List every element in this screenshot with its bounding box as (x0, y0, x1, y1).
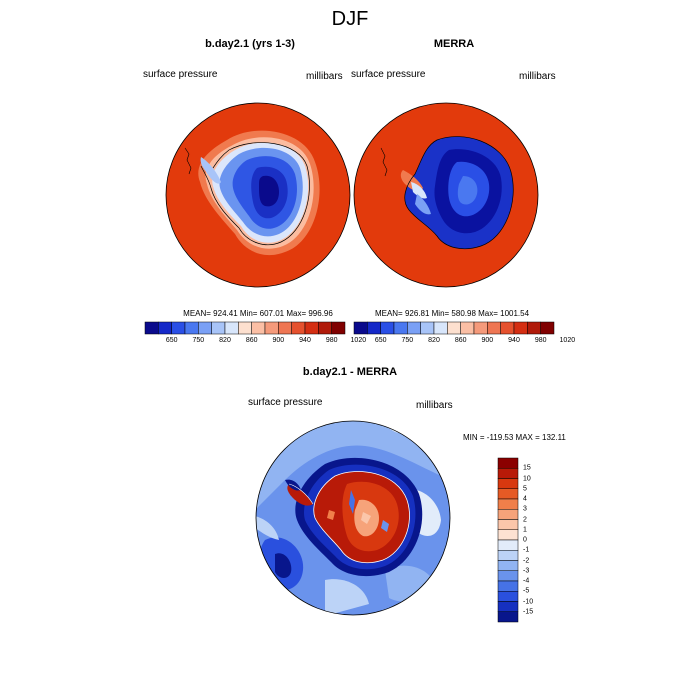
panel1-colorbar-tick-label: 650 (165, 337, 178, 344)
panel1-title: b.day2.1 (yrs 1-3) (205, 38, 295, 50)
panel2-colorbar-tick-label: 820 (428, 337, 440, 344)
panel2-colorbar-box (460, 321, 475, 335)
diff-map (255, 420, 451, 616)
panel1-colorbar-tick-label: 820 (219, 337, 231, 344)
diff-colorbar-box (497, 601, 519, 612)
panel2-colorbar-tick-label: 900 (481, 337, 494, 344)
diff-colorbar-box (497, 457, 519, 469)
panel2-title: MERRA (433, 38, 475, 50)
diff-variable-label: surface pressure (248, 397, 323, 408)
diff-colorbar-tick-label: 15 (523, 464, 531, 472)
diff-panel-title: b.day2.1 - MERRA (302, 366, 398, 378)
panel1-colorbar (144, 321, 346, 335)
panel1-colorbar-tick-label: 900 (272, 337, 285, 344)
diff-colorbar-tick-label: 4 (523, 495, 527, 503)
diff-colorbar-box (497, 570, 519, 582)
panel2-colorbar-box (513, 321, 528, 335)
panel1-colorbar-box (318, 321, 332, 335)
panel2-colorbar-box (540, 321, 555, 335)
panel1-colorbar-tick-label: 1020 (350, 337, 367, 344)
panel1-colorbar-box (251, 321, 266, 335)
diff-colorbar-tick-label: 5 (523, 485, 527, 493)
panel1-map (165, 102, 351, 288)
diff-colorbar-box (497, 550, 519, 561)
panel2-colorbar-tick-label: 650 (374, 337, 387, 344)
diff-colorbar-box (497, 539, 519, 551)
diff-colorbar-tick-label: -5 (523, 587, 530, 595)
panel1-colorbar-labels: 650 750 820 860 900 940 980 1020 (145, 337, 366, 347)
diff-units-label: millibars (416, 400, 453, 411)
diff-colorbar-box (497, 509, 519, 520)
diff-min-max: MIN = -119.53 MAX = 132.11 (463, 433, 566, 442)
panel2-variable-label: surface pressure (351, 69, 426, 80)
diff-colorbar-tick-label: -3 (523, 567, 530, 575)
panel2-colorbar-box (420, 321, 435, 335)
diff-colorbar-box (497, 498, 519, 510)
panel1-variable-label: surface pressure (143, 69, 218, 80)
panel2-colorbar-labels: 650 750 820 860 900 940 980 1020 (354, 337, 575, 347)
panel2-colorbar-box (527, 321, 541, 335)
diff-colorbar-tick-label: -10 (523, 598, 534, 605)
diff-colorbar-tick-label: 2 (523, 516, 527, 523)
panel1-colorbar-box (198, 321, 212, 335)
diff-colorbar-tick-label: 0 (523, 536, 527, 544)
panel1-colorbar-box (184, 321, 199, 335)
panel1-stats: MEAN= 924.41 Min= 607.01 Max= 996.96 (183, 309, 333, 318)
panel1-colorbar-tick-label: 860 (245, 337, 258, 344)
panel1-colorbar-box (278, 321, 292, 335)
diff-colorbar-box (497, 560, 519, 571)
figure-title: DJF (331, 8, 369, 30)
diff-colorbar-box (497, 529, 519, 541)
panel1-colorbar-box (144, 321, 159, 335)
diff-colorbar-box (497, 488, 519, 500)
panel1-colorbar-box (171, 321, 186, 335)
panel1-colorbar-box (224, 321, 239, 335)
diff-colorbar-box (497, 519, 519, 530)
panel2-colorbar-box (473, 321, 488, 335)
diff-colorbar-tick-label: -15 (523, 608, 534, 616)
panel1-colorbar-box (158, 321, 172, 335)
panel2-colorbar-tick-label: 980 (534, 337, 547, 344)
panel2-colorbar-box (353, 321, 368, 335)
diff-colorbar-box (497, 580, 519, 592)
panel2-colorbar-tick-label: 1020 (559, 337, 576, 344)
panel1-colorbar-box (331, 321, 346, 335)
panel2-map (353, 102, 539, 288)
panel2-colorbar-box (407, 321, 421, 335)
panel1-colorbar-tick-label: 980 (325, 337, 338, 344)
panel1-colorbar-tick-label: 750 (192, 337, 205, 344)
panel2-colorbar-box (500, 321, 515, 335)
panel1-colorbar-box (304, 321, 319, 335)
diff-colorbar-tick-label: -1 (523, 546, 530, 554)
panel2-colorbar-box (393, 321, 408, 335)
diff-colorbar-box (497, 478, 519, 489)
diff-colorbar-tick-label: 10 (523, 475, 531, 482)
panel2-colorbar-box (447, 321, 461, 335)
panel1-colorbar-box (291, 321, 306, 335)
panel2-colorbar-box (487, 321, 501, 335)
panel1-colorbar-box (211, 321, 226, 335)
diff-colorbar-tick-label: -2 (523, 557, 530, 564)
panel2-colorbar-box (380, 321, 395, 335)
panel2-colorbar-tick-label: 750 (401, 337, 414, 344)
panel2-colorbar-box (433, 321, 448, 335)
diff-colorbar-box (497, 591, 519, 602)
panel2-colorbar-tick-label: 940 (508, 337, 520, 344)
diff-colorbar-box (497, 468, 519, 479)
diff-colorbar-tick-label: 3 (523, 505, 527, 513)
panel1-units-label: millibars (306, 71, 343, 82)
panel2-colorbar (353, 321, 555, 335)
diff-colorbar (497, 457, 519, 623)
diff-colorbar-labels: 15 10 5 4 3 2 1 0 -1 -2 -3 -4 -5 -10 -15 (523, 458, 553, 622)
panel1-colorbar-tick-label: 940 (299, 337, 311, 344)
panel1-colorbar-box (238, 321, 252, 335)
diff-colorbar-tick-label: 1 (523, 526, 527, 534)
diff-colorbar-tick-label: -4 (523, 577, 530, 585)
panel2-stats: MEAN= 926.81 Min= 580.98 Max= 1001.54 (374, 309, 530, 318)
panel2-colorbar-box (367, 321, 381, 335)
panel1-colorbar-box (264, 321, 279, 335)
panel2-units-label: millibars (519, 71, 556, 82)
panel2-colorbar-tick-label: 860 (454, 337, 467, 344)
diff-colorbar-box (497, 611, 519, 623)
